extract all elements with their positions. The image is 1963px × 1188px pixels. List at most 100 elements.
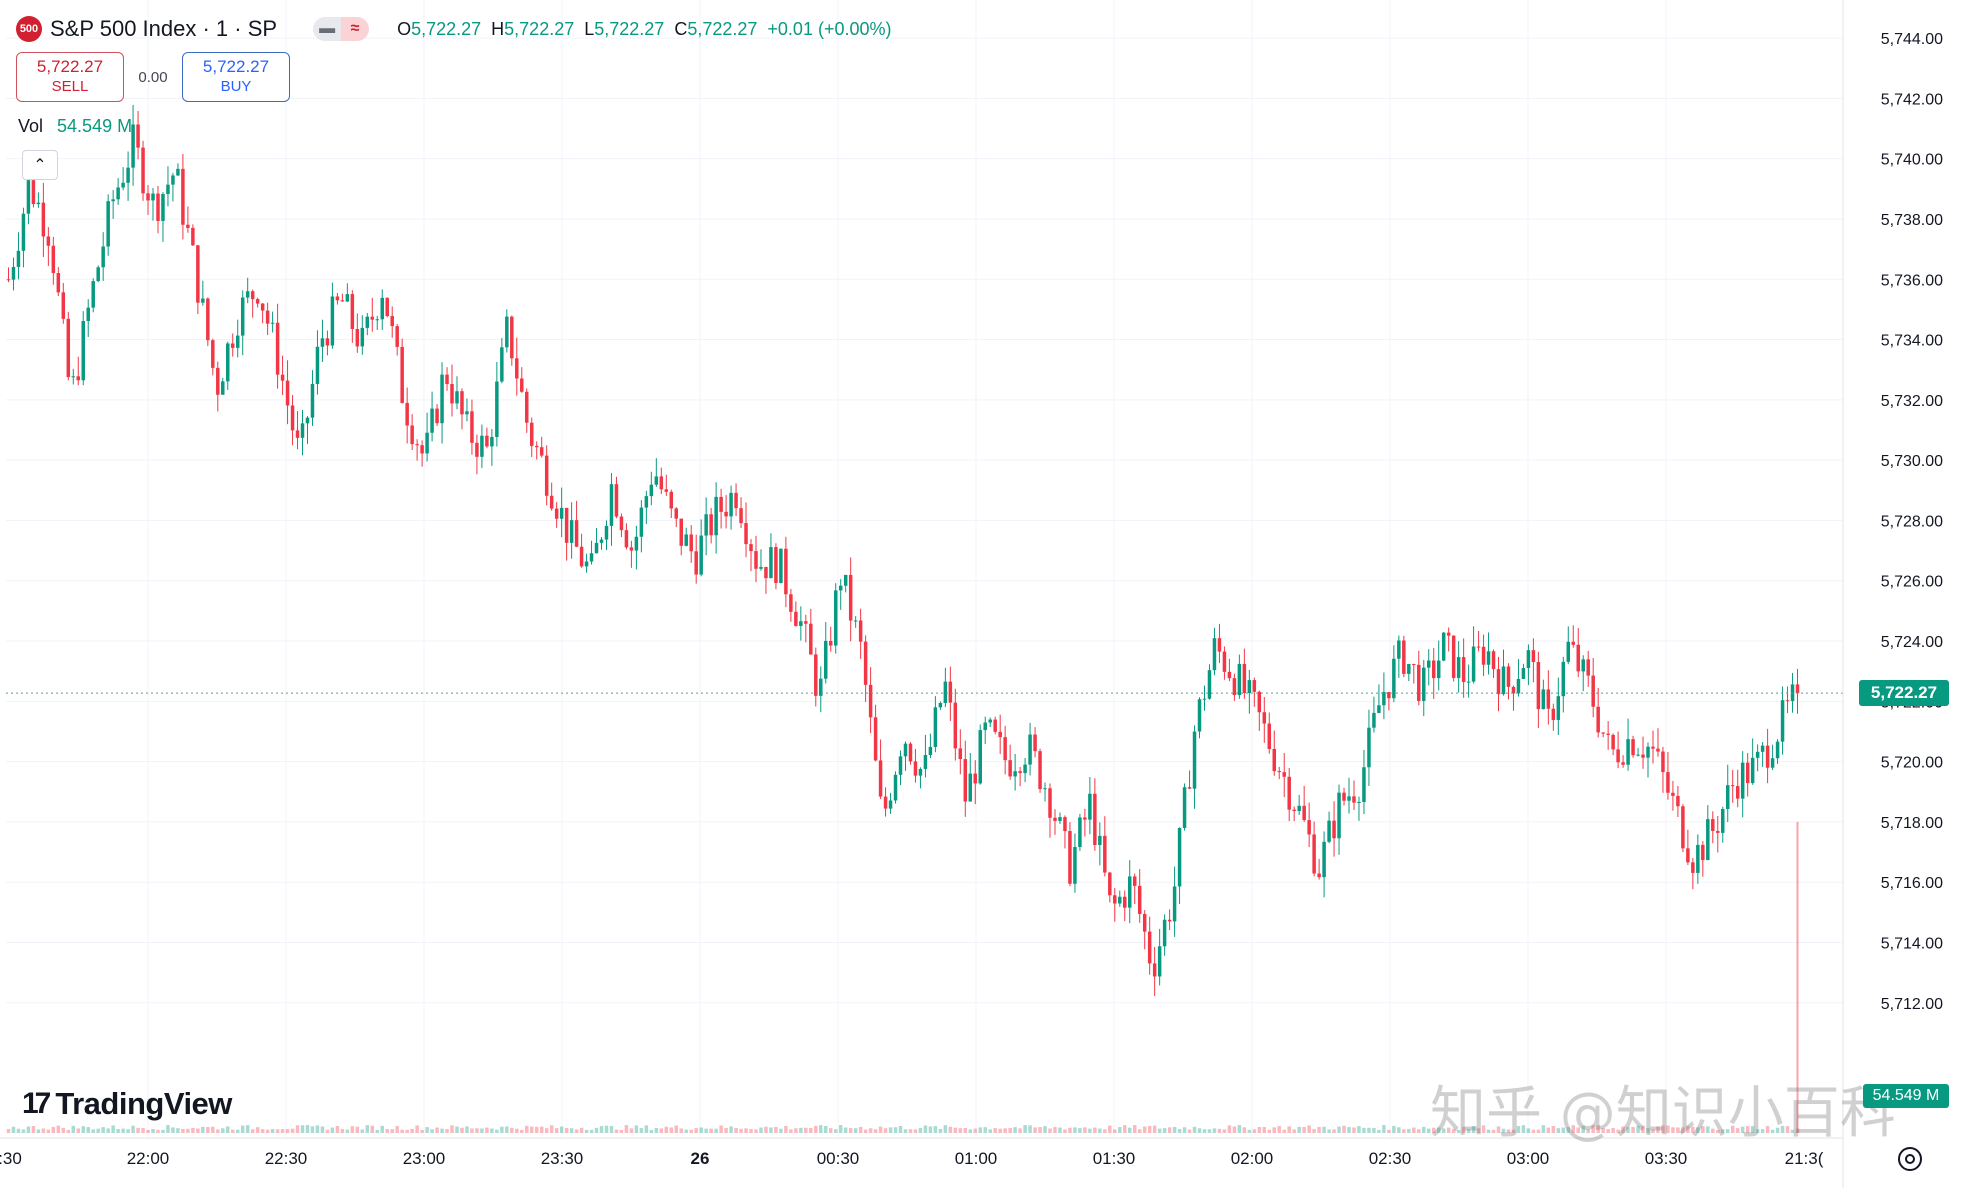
volume-bar bbox=[1765, 1126, 1770, 1133]
price-tick-label: 5,742.00 bbox=[1881, 91, 1943, 108]
volume-bar bbox=[520, 1129, 524, 1133]
volume-bar bbox=[1302, 1126, 1306, 1133]
settings-icon[interactable] bbox=[1898, 1147, 1922, 1171]
tradingview-wordmark: TradingView bbox=[55, 1086, 232, 1121]
candle-body bbox=[554, 508, 559, 519]
volume-bar bbox=[360, 1129, 365, 1133]
volume-bar bbox=[1706, 1126, 1710, 1133]
candle-body bbox=[1367, 727, 1371, 768]
volume-bar bbox=[410, 1128, 414, 1133]
price-tick-label: 5,726.00 bbox=[1881, 574, 1943, 591]
candle-body bbox=[784, 548, 788, 595]
candle-body bbox=[1402, 640, 1406, 674]
volume-bar bbox=[470, 1128, 474, 1133]
candle-body bbox=[1596, 706, 1600, 733]
candle-body bbox=[679, 518, 683, 546]
candle-body bbox=[440, 374, 444, 424]
volume-bar bbox=[933, 1126, 938, 1133]
volume-bar bbox=[240, 1125, 245, 1133]
volume-bar bbox=[1571, 1125, 1576, 1133]
candle-body bbox=[26, 180, 31, 214]
candle-body bbox=[460, 391, 464, 415]
candle-body bbox=[624, 530, 629, 548]
candle-body bbox=[1103, 835, 1107, 873]
price-tick-label: 5,716.00 bbox=[1881, 875, 1943, 892]
volume-bar bbox=[714, 1128, 718, 1133]
price-tick-label: 5,732.00 bbox=[1881, 393, 1943, 410]
volume-bar bbox=[1058, 1127, 1062, 1133]
candle-body bbox=[1397, 640, 1401, 659]
candle-body bbox=[848, 574, 853, 621]
volume-bar bbox=[983, 1127, 987, 1133]
volume-bar bbox=[171, 1127, 175, 1133]
volume-bar bbox=[1187, 1129, 1192, 1133]
compare-icon[interactable]: ≈ bbox=[341, 17, 370, 41]
candle-body bbox=[1526, 650, 1531, 669]
candle-body bbox=[1471, 646, 1476, 682]
price-tick-label: 5,714.00 bbox=[1881, 936, 1943, 953]
candle-body bbox=[634, 536, 639, 551]
volume-bar bbox=[1028, 1125, 1032, 1133]
candle-body bbox=[1456, 657, 1461, 678]
candle-body bbox=[1113, 895, 1117, 904]
candle-body bbox=[1407, 664, 1411, 674]
volume-bar bbox=[749, 1129, 753, 1133]
volume-bar bbox=[1232, 1126, 1237, 1133]
volume-bar bbox=[36, 1129, 41, 1133]
candle-body bbox=[1038, 751, 1042, 790]
volume-bar bbox=[325, 1129, 330, 1133]
candle-body bbox=[116, 187, 120, 200]
candle-body bbox=[1765, 745, 1770, 768]
candle-body bbox=[574, 520, 579, 547]
indicator-chip[interactable]: ▬ ≈ bbox=[313, 17, 370, 41]
volume-bar bbox=[1526, 1128, 1531, 1133]
symbol-title[interactable]: S&P 500 Index · 1 · SP bbox=[50, 16, 278, 41]
buy-button[interactable]: 5,722.27 BUY bbox=[182, 52, 290, 102]
candle-body bbox=[1646, 746, 1650, 758]
candle-body bbox=[898, 756, 903, 775]
volume-bar bbox=[1716, 1129, 1720, 1133]
candle-body bbox=[843, 574, 848, 586]
volume-bar bbox=[1033, 1127, 1037, 1133]
volume-bar bbox=[26, 1126, 31, 1133]
volume-bar bbox=[330, 1127, 335, 1133]
volume-bar bbox=[923, 1125, 928, 1133]
bar-style-icon[interactable]: ▬ bbox=[313, 17, 342, 41]
volume-bar bbox=[31, 1125, 36, 1133]
candle-body bbox=[549, 495, 554, 509]
volume-bar bbox=[1576, 1127, 1580, 1133]
candle-body bbox=[669, 491, 674, 509]
tradingview-logo[interactable]: 17 TradingView bbox=[22, 1086, 232, 1122]
candle-body bbox=[1083, 817, 1087, 820]
candle-body bbox=[1187, 787, 1192, 789]
volume-bar bbox=[913, 1129, 918, 1133]
candle-body bbox=[1461, 657, 1466, 683]
volume-legend[interactable]: Vol 54.549 M bbox=[18, 116, 132, 137]
candle-body bbox=[883, 796, 888, 809]
candle-body bbox=[1157, 946, 1162, 977]
candle-body bbox=[1621, 762, 1625, 765]
candle-body bbox=[380, 297, 384, 320]
candle-body bbox=[644, 496, 649, 508]
volume-bar bbox=[1242, 1127, 1247, 1133]
candle-body bbox=[838, 585, 843, 591]
volume-bar bbox=[1262, 1127, 1267, 1133]
volume-bar bbox=[574, 1129, 579, 1133]
open-label: O bbox=[397, 18, 412, 39]
volume-bar bbox=[1417, 1129, 1421, 1133]
candle-body bbox=[1013, 771, 1017, 777]
volume-bar bbox=[1023, 1125, 1027, 1133]
candle-body bbox=[938, 702, 943, 708]
volume-bar bbox=[784, 1125, 788, 1133]
symbol-badge[interactable]: 500 bbox=[16, 16, 42, 42]
volume-bar bbox=[1656, 1126, 1660, 1133]
buy-label: BUY bbox=[220, 78, 252, 95]
volume-bar bbox=[186, 1128, 190, 1133]
candle-body bbox=[410, 425, 414, 445]
chevron-up-icon[interactable]: ⌃ bbox=[22, 150, 58, 180]
sell-button[interactable]: 5,722.27 SELL bbox=[16, 52, 124, 102]
volume-bar bbox=[255, 1127, 260, 1133]
candle-body bbox=[1696, 844, 1700, 873]
volume-bar bbox=[1252, 1129, 1257, 1133]
